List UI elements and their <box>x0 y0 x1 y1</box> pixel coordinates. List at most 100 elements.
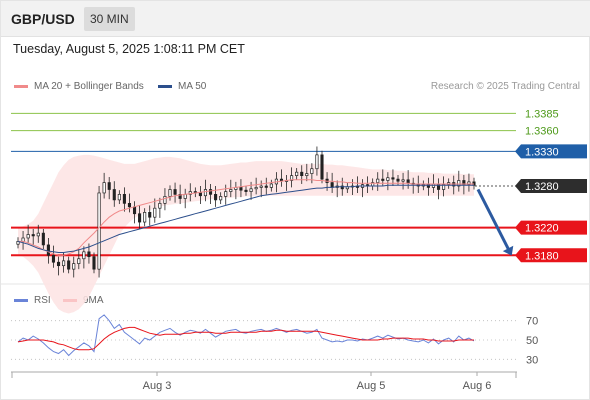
candle-body <box>315 154 319 170</box>
candle-body <box>391 177 395 180</box>
price-tag-1.3330[interactable] <box>515 144 587 159</box>
candle-body <box>396 178 400 182</box>
candle-body <box>87 251 91 258</box>
price-tag-1.3180[interactable] <box>515 248 587 263</box>
price-tag-1.3280[interactable] <box>515 179 587 194</box>
candle-body <box>269 183 273 188</box>
ma20-line <box>18 179 474 256</box>
legend-ma20: MA 20 + Bollinger Bands <box>14 81 144 92</box>
candle-body <box>436 183 441 190</box>
x-axis-label: Aug 6 <box>463 380 492 392</box>
candle-body <box>462 180 466 186</box>
rsi-axis-label: 50 <box>526 335 538 347</box>
rsi-ma-line <box>17 326 474 351</box>
level-label-1.3360: 1.3360 <box>525 126 559 138</box>
candle-body <box>163 196 167 204</box>
candle-body <box>290 175 294 181</box>
symbol-title: GBP/USD <box>11 11 75 27</box>
candle-body <box>56 261 61 267</box>
rsi-swatch <box>14 299 28 302</box>
candle-body <box>381 178 385 181</box>
x-axis-label: Aug 5 <box>357 380 386 392</box>
candle-body <box>183 193 187 199</box>
candle-body <box>168 189 172 197</box>
legend-ma50: MA 50 <box>158 81 206 92</box>
candle-body <box>46 244 50 256</box>
ma50-legend-label: MA 50 <box>178 81 207 92</box>
candle-body <box>442 184 446 190</box>
ma50-line <box>17 184 474 253</box>
price-tag-text-1.3220: 1.3220 <box>525 223 559 235</box>
rsi-axis-label: 70 <box>526 316 538 328</box>
candle-body <box>310 168 314 174</box>
timeframe-badge[interactable]: 30 MIN <box>84 7 135 31</box>
candle-body <box>77 258 81 264</box>
candle-body <box>219 196 223 201</box>
price-tag-text-1.3330: 1.3330 <box>525 146 559 158</box>
rsi-ma-legend-label: 9MA <box>83 295 104 306</box>
header-bar: GBP/USD 30 MIN <box>1 1 590 37</box>
datetime-stamp: Tuesday, August 5, 2025 1:08:11 PM CET <box>13 42 245 56</box>
candle-body <box>92 256 96 270</box>
rsi-line <box>17 314 475 357</box>
candle-body <box>295 171 299 176</box>
candle-body <box>198 192 202 197</box>
candle-body <box>41 232 45 246</box>
candle-body <box>300 171 304 176</box>
bollinger-band-area <box>18 154 474 314</box>
candle-body <box>143 212 147 223</box>
candle-body <box>178 193 182 199</box>
candle-body <box>239 187 243 191</box>
candle-body <box>376 178 380 183</box>
candle-body <box>340 185 344 190</box>
candle-body <box>102 182 106 194</box>
candle-body <box>401 179 405 182</box>
rsi-legend-label: RSI <box>34 295 51 306</box>
candle-body <box>153 207 157 218</box>
candle-body <box>127 203 132 208</box>
candle-body <box>386 177 390 181</box>
x-axis-label: Aug 3 <box>143 380 172 392</box>
candle-body <box>320 154 324 180</box>
forecast-arrow-head <box>502 245 514 256</box>
price-tag-text-1.3180: 1.3180 <box>525 250 559 262</box>
candle-body <box>457 180 461 187</box>
forecast-arrow-shaft <box>476 188 511 251</box>
candle-body <box>51 254 56 263</box>
candle-body <box>112 189 116 201</box>
candle-body <box>244 189 248 192</box>
candle-body <box>117 193 121 201</box>
candle-body <box>132 206 137 215</box>
candle-body <box>36 232 40 237</box>
candle-body <box>406 179 410 184</box>
candle-body <box>158 203 162 209</box>
ma20-swatch <box>14 85 28 88</box>
candle-body <box>467 181 471 186</box>
candle-body <box>330 182 334 188</box>
candle-body <box>67 260 71 270</box>
candle-body <box>97 192 101 270</box>
candle-body <box>148 212 152 218</box>
candle-body <box>122 193 126 204</box>
credit-text: Research © 2025 Trading Central <box>430 81 580 92</box>
candle-body <box>305 173 309 176</box>
candle-body <box>107 182 111 190</box>
candle-body <box>31 234 35 237</box>
candle-body <box>224 191 228 197</box>
price-tag-1.3220[interactable] <box>515 220 587 235</box>
candle-body <box>82 251 86 260</box>
candle-body <box>214 193 218 201</box>
candle-body <box>259 185 263 188</box>
candle-body <box>173 189 177 195</box>
candle-body <box>208 189 213 195</box>
candle-body <box>188 191 192 195</box>
legend-rsi: RSI <box>14 295 51 306</box>
candle-body <box>26 234 30 239</box>
candle-body <box>72 263 76 270</box>
price-tag-text-1.3280: 1.3280 <box>525 181 559 193</box>
candle-body <box>203 189 208 197</box>
candle-body <box>254 187 258 190</box>
candle-body <box>62 260 66 267</box>
